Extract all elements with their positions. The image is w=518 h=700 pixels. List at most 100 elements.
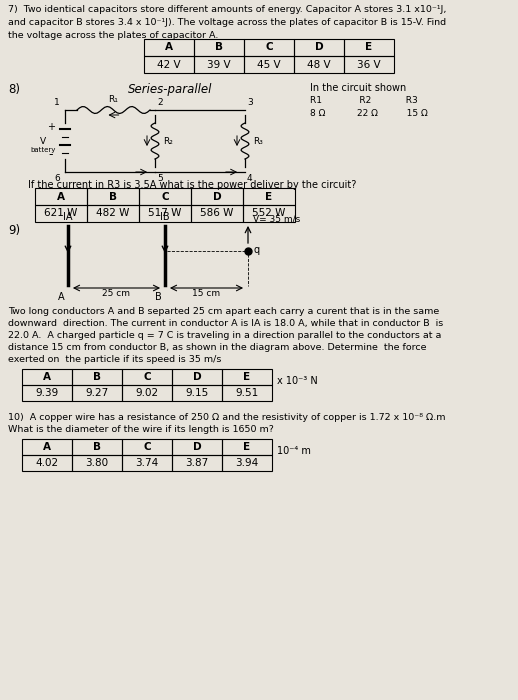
Bar (222, 385, 272, 401)
Bar (243, 205, 295, 222)
Text: C: C (143, 442, 151, 452)
Text: A: A (43, 442, 51, 452)
Text: V: V (40, 136, 46, 146)
Text: C: C (161, 192, 169, 202)
Text: 517 W: 517 W (148, 209, 182, 218)
Text: Two long conductors A and B separted 25 cm apart each carry a curent that is in : Two long conductors A and B separted 25 … (8, 307, 439, 316)
Bar (172, 455, 222, 471)
Text: 3: 3 (247, 98, 253, 107)
Text: A: A (43, 372, 51, 382)
Text: 9.15: 9.15 (185, 388, 209, 398)
Text: 3.74: 3.74 (135, 458, 159, 468)
Bar (122, 385, 172, 401)
Text: R1             R2            R3: R1 R2 R3 (310, 96, 418, 105)
Text: 8 Ω           22 Ω          15 Ω: 8 Ω 22 Ω 15 Ω (310, 109, 428, 118)
Text: D: D (193, 372, 202, 382)
Text: 6: 6 (54, 174, 60, 183)
Text: 4: 4 (247, 174, 253, 183)
Text: B: B (109, 192, 117, 202)
Text: 25 cm: 25 cm (103, 289, 131, 298)
Text: battery: battery (31, 147, 56, 153)
Text: V= 35 m/s: V= 35 m/s (253, 214, 300, 223)
Text: 1: 1 (54, 98, 60, 107)
Text: 9): 9) (8, 224, 20, 237)
Bar (194, 39, 244, 56)
Bar (172, 439, 222, 455)
Bar (72, 385, 122, 401)
Text: B: B (93, 442, 101, 452)
Text: 9.51: 9.51 (235, 388, 258, 398)
Text: A: A (165, 43, 173, 52)
Bar (22, 369, 72, 385)
Bar (122, 439, 172, 455)
Bar (72, 455, 122, 471)
Text: What is the diameter of the wire if its length is 1650 m?: What is the diameter of the wire if its … (8, 425, 274, 434)
Text: the voltage across the plates of capacitor A.: the voltage across the plates of capacit… (8, 31, 219, 40)
Text: D: D (193, 442, 202, 452)
Bar (122, 369, 172, 385)
Text: 3.80: 3.80 (85, 458, 109, 468)
Text: E: E (243, 372, 251, 382)
Text: R₃: R₃ (253, 136, 263, 146)
Text: 5: 5 (157, 174, 163, 183)
Bar (191, 205, 243, 222)
Bar (172, 369, 222, 385)
Bar (35, 188, 87, 205)
Bar (222, 439, 272, 455)
Text: R₂: R₂ (163, 136, 173, 146)
Bar (35, 205, 87, 222)
Text: R₁: R₁ (109, 95, 119, 104)
Text: B: B (155, 292, 162, 302)
Bar (139, 205, 191, 222)
Text: IA: IA (63, 212, 73, 222)
Text: D: D (315, 43, 323, 52)
Text: 9.27: 9.27 (85, 388, 109, 398)
Text: B: B (93, 372, 101, 382)
Text: 9.02: 9.02 (135, 388, 159, 398)
Bar (243, 188, 295, 205)
Text: q: q (253, 245, 259, 255)
Bar (22, 439, 72, 455)
Bar (172, 385, 222, 401)
Text: C: C (143, 372, 151, 382)
Text: 586 W: 586 W (200, 209, 234, 218)
Text: +: + (47, 122, 55, 132)
Text: In the circuit shown: In the circuit shown (310, 83, 406, 93)
Text: B: B (215, 43, 223, 52)
Bar (244, 56, 294, 73)
Text: and capacitor B stores 3.4 x 10⁻¹J). The voltage across the plates of capacitor : and capacitor B stores 3.4 x 10⁻¹J). The… (8, 18, 446, 27)
Bar (294, 56, 344, 73)
Text: If the current in R3 is 3.5A what is the power deliver by the circuit?: If the current in R3 is 3.5A what is the… (28, 180, 356, 190)
Text: D: D (213, 192, 221, 202)
Bar (122, 455, 172, 471)
Text: 42 V: 42 V (157, 60, 181, 69)
Text: 36 V: 36 V (357, 60, 381, 69)
Bar (72, 439, 122, 455)
Text: IB: IB (160, 212, 170, 222)
Text: Series-parallel: Series-parallel (128, 83, 212, 96)
Bar (144, 39, 194, 56)
Text: exerted on  the particle if its speed is 35 m/s: exerted on the particle if its speed is … (8, 355, 221, 364)
Text: 8): 8) (8, 83, 20, 96)
Bar (191, 188, 243, 205)
Text: 3.94: 3.94 (235, 458, 258, 468)
Text: 39 V: 39 V (207, 60, 231, 69)
Text: E: E (243, 442, 251, 452)
Text: 15 cm: 15 cm (193, 289, 221, 298)
Bar (294, 39, 344, 56)
Text: 2: 2 (157, 98, 163, 107)
Bar (139, 188, 191, 205)
Bar (144, 56, 194, 73)
Text: A: A (57, 192, 65, 202)
Bar (344, 56, 394, 73)
Text: 10)  A copper wire has a resistance of 250 Ω and the resistivity of copper is 1.: 10) A copper wire has a resistance of 25… (8, 413, 445, 422)
Text: 482 W: 482 W (96, 209, 130, 218)
Bar (244, 39, 294, 56)
Bar (22, 385, 72, 401)
Text: 552 W: 552 W (252, 209, 286, 218)
Text: 621 W: 621 W (45, 209, 78, 218)
Text: distance 15 cm from conductor B, as shown in the diagram above. Determine  the f: distance 15 cm from conductor B, as show… (8, 343, 426, 352)
Text: 3.87: 3.87 (185, 458, 209, 468)
Text: 4.02: 4.02 (35, 458, 59, 468)
Text: x 10⁻³ N: x 10⁻³ N (277, 376, 318, 386)
